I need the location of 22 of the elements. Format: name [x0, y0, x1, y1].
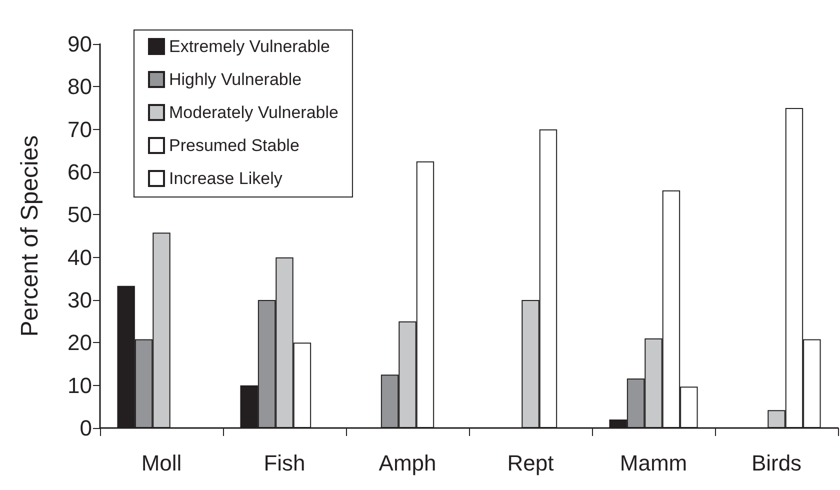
y-tick-label: 30	[68, 288, 92, 312]
legend-label: Increase Likely	[169, 169, 283, 188]
y-tick-label: 10	[68, 372, 92, 398]
y-tick-label: 40	[68, 244, 92, 270]
x-tick-label: Fish	[264, 450, 306, 476]
y-tick-label: 70	[68, 116, 92, 142]
x-tick-label: Birds	[751, 450, 802, 476]
x-tick-label: Moll	[141, 450, 182, 476]
y-tick-label: 90	[68, 32, 92, 56]
x-tick-label: Amph	[378, 450, 436, 476]
y-axis-title: Percent of Species	[16, 135, 44, 337]
x-tick-label: Rept	[507, 450, 554, 476]
y-tick-label: 60	[68, 160, 92, 184]
legend-label: Moderately Vulnerable	[169, 103, 338, 122]
legend-label: Highly Vulnerable	[169, 70, 302, 89]
y-tick-label: 20	[68, 330, 92, 356]
legend-label: Extremely Vulnerable	[169, 37, 330, 56]
x-tick-label: Mamm	[620, 450, 688, 476]
y-tick-label: 0	[80, 416, 92, 440]
y-tick-label: 50	[68, 202, 92, 228]
legend-label: Presumed Stable	[169, 136, 300, 155]
y-tick-label: 80	[68, 74, 92, 100]
